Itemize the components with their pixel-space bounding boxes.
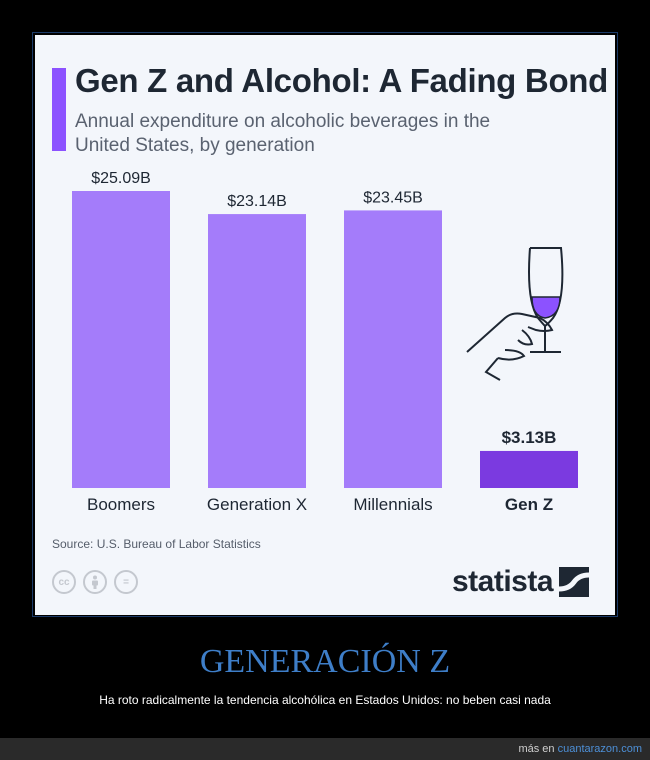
site-link[interactable]: cuantarazon.com: [557, 743, 642, 755]
cc-icon: cc: [52, 570, 76, 594]
equals-icon: =: [114, 570, 138, 594]
person-icon: [83, 570, 107, 594]
data-label: $3.13B: [502, 428, 557, 447]
category-label: Generation X: [207, 495, 307, 514]
data-label: $23.14B: [227, 193, 287, 210]
source-note: Source: U.S. Bureau of Labor Statistics: [52, 537, 261, 551]
statista-mark-icon: [559, 567, 590, 597]
bar-generation-x: [208, 214, 306, 489]
statista-logo: statista: [452, 565, 590, 599]
bar-boomers: [72, 191, 170, 488]
site-credit: más en cuantarazon.com: [518, 743, 642, 755]
bar-gen-z: [480, 450, 578, 488]
chart-subtitle: Annual expenditure on alcoholic beverage…: [75, 111, 491, 156]
title-accent-bar: [52, 68, 66, 151]
wine-glass-hand-icon: [466, 247, 564, 381]
category-label: Millennials: [353, 495, 432, 514]
data-label: $25.09B: [91, 170, 151, 187]
category-label: Gen Z: [505, 495, 553, 514]
data-label: $23.45B: [363, 189, 423, 206]
meme-caption: Ha roto radicalmente la tendencia alcohó…: [99, 693, 551, 707]
credit-prefix: más en: [518, 743, 555, 755]
meme-headline: GENERACIÓN Z: [199, 643, 451, 680]
bar-millennials: [344, 210, 442, 488]
category-label: Boomers: [87, 495, 155, 514]
chart-title: Gen Z and Alcohol: A Fading Bond: [75, 62, 609, 99]
brand-name: statista: [452, 565, 554, 598]
license-icons: cc =: [52, 570, 138, 594]
footer-band: [0, 738, 650, 760]
